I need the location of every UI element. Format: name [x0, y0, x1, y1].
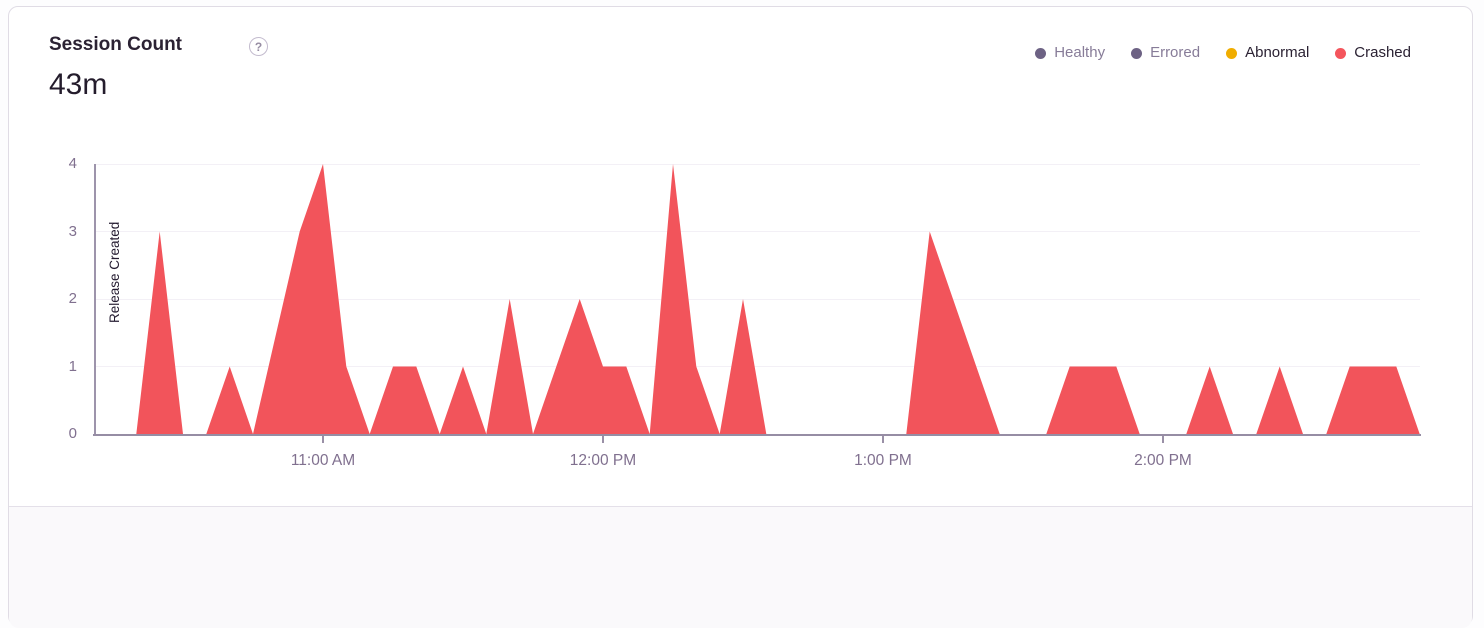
- legend-label: Errored: [1150, 44, 1201, 61]
- chart-legend: Healthy Errored Abnormal Crashed: [1035, 43, 1411, 63]
- legend-dot-healthy: [1035, 47, 1047, 59]
- y-tick-label: 2: [68, 290, 77, 307]
- x-tick-label: 2:00 PM: [1134, 452, 1192, 469]
- crashed-series-area: [113, 164, 1420, 434]
- session-area-chart[interactable]: [94, 164, 1420, 434]
- legend-item-abnormal[interactable]: Abnormal: [1226, 43, 1309, 63]
- x-tick-mark: [1161, 436, 1164, 443]
- legend-label: Crashed: [1354, 44, 1411, 61]
- legend-dot-crashed: [1335, 47, 1347, 59]
- legend-label: Abnormal: [1245, 44, 1310, 61]
- legend-item-healthy[interactable]: Healthy: [1035, 43, 1105, 63]
- legend-item-errored[interactable]: Errored: [1131, 43, 1200, 63]
- gridline-y-1: [94, 366, 1420, 367]
- legend-dot-abnormal: [1226, 47, 1238, 59]
- x-tick-mark: [601, 436, 604, 443]
- card-footer: [9, 506, 1472, 628]
- legend-dot-errored: [1131, 47, 1143, 59]
- y-tick-label: 4: [68, 155, 77, 172]
- release-marker-label: Release Created: [107, 221, 122, 323]
- release-marker-line: [94, 164, 96, 434]
- session-count-card: Session Count ? 43m Healthy Errored Abnorm…: [8, 6, 1473, 628]
- legend-label: Healthy: [1054, 44, 1106, 61]
- x-tick-label: 11:00 AM: [290, 452, 356, 469]
- y-tick-label: 0: [68, 425, 77, 442]
- help-icon[interactable]: ?: [249, 37, 268, 56]
- x-tick-label: 1:00 PM: [854, 452, 912, 469]
- panel-title: Session Count: [49, 34, 183, 55]
- x-tick-mark: [321, 436, 324, 443]
- y-tick-label: 3: [68, 222, 77, 240]
- x-tick-label: 12:00 PM: [569, 452, 637, 469]
- x-axis-line: [93, 434, 1421, 436]
- x-tick-mark: [881, 436, 884, 443]
- gridline-y-4: [94, 163, 1420, 165]
- session-total: 43m: [49, 68, 108, 101]
- gridline-y-2: [94, 298, 1420, 300]
- y-tick-label: 1: [68, 357, 77, 375]
- gridline-y-3: [94, 231, 1420, 232]
- legend-item-crashed[interactable]: Crashed: [1335, 43, 1411, 63]
